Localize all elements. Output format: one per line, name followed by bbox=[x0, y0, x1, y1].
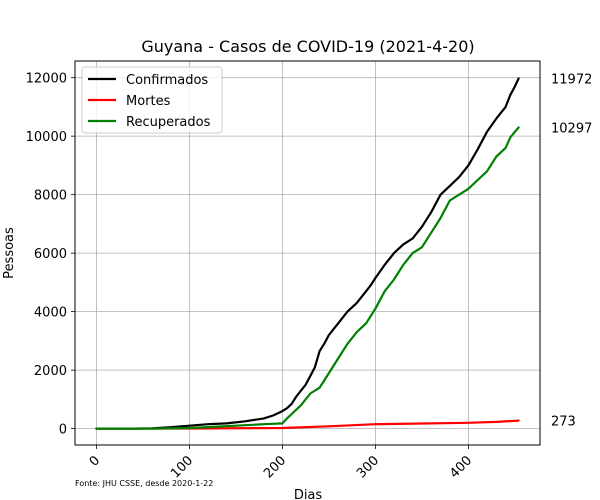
end-label-recuperados: 10297 bbox=[551, 121, 592, 136]
series-line-confirmados bbox=[95, 77, 520, 430]
source-note: Fonte: JHU CSSE, desde 2020-1-22 bbox=[75, 479, 213, 488]
y-tick-label: 6000 bbox=[34, 247, 67, 262]
end-label-mortes: 273 bbox=[551, 415, 576, 430]
y-axis-title: Pessoas bbox=[2, 227, 17, 279]
legend-label-recuperados: Recuperados bbox=[126, 115, 211, 130]
y-tick-label: 12000 bbox=[26, 72, 67, 87]
legend: Confirmados Mortes Recuperados bbox=[81, 66, 223, 134]
y-tick-label: 8000 bbox=[34, 189, 67, 204]
legend-box bbox=[81, 66, 223, 134]
y-tick-label: 0 bbox=[59, 423, 67, 438]
series-lines bbox=[95, 77, 520, 430]
series-line-mortes bbox=[95, 419, 520, 430]
x-axis-title: Dias bbox=[294, 488, 323, 500]
legend-label-confirmados: Confirmados bbox=[126, 73, 208, 88]
legend-label-mortes: Mortes bbox=[126, 94, 171, 109]
y-tick-label: 4000 bbox=[34, 306, 67, 321]
end-label-confirmados: 11972 bbox=[551, 72, 592, 87]
chart-title: Guyana - Casos de COVID-19 (2021-4-20) bbox=[141, 37, 474, 56]
y-tick-label: 2000 bbox=[34, 364, 67, 379]
series-line-recuperados bbox=[95, 126, 520, 430]
end-value-labels: 11972 273 10297 bbox=[551, 72, 592, 429]
y-tick-label: 10000 bbox=[26, 130, 67, 145]
